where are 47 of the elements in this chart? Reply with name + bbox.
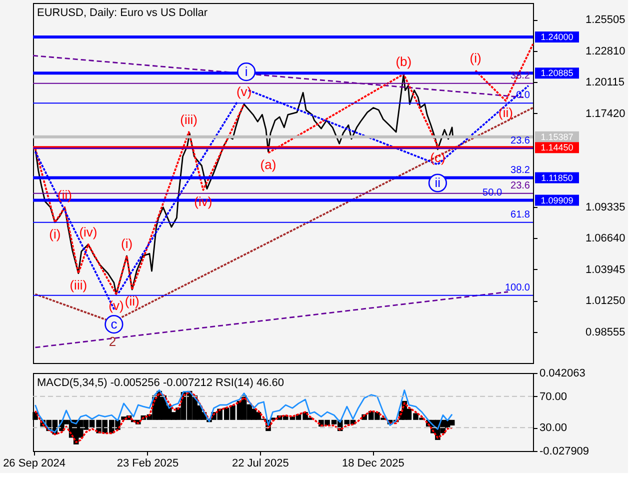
annotation: (v) [236,84,252,100]
y-tick-label: 0.98555 [586,326,626,338]
y-tick-label: 1.20115 [586,76,624,89]
x-tick-label: 22 Jul 2025 [232,458,289,470]
annotation: (iii) [180,112,198,128]
x-tick-label: 18 Dec 2025 [342,458,404,470]
annotation: 61.8 [510,209,530,220]
annotation: (iv) [194,194,212,209]
y-tick-label: 1.06640 [586,232,626,245]
y-tick-label: -0.027909 [540,446,590,458]
ref-line-label: 1.24000 [540,32,574,42]
annotation: (i) [121,236,133,251]
y2-tick-label: 30.00 [540,422,568,434]
annotation: 100.0 [504,282,530,294]
annotation: ii [434,175,441,190]
chart-title: EURUSD, Daily: Euro vs US Dollar [37,7,208,19]
ref-line-label: 1.11850 [541,172,573,183]
y-tick-label: 1.17420 [586,108,626,120]
annotation: 38.2 [510,164,530,176]
annotation: (i) [470,50,482,66]
annotation: (iii) [70,277,88,292]
x-tick-label: 23 Feb 2025 [116,458,179,470]
annotation: 23.6 [510,135,530,146]
annotation: 23.6 [510,180,530,192]
annotation: (i) [49,226,61,242]
annotation: c [110,316,118,332]
y-tick-label: 0.042063 [540,368,586,380]
annotation: (iv) [79,224,98,240]
ref-line-label: 1.20885 [540,68,574,78]
chart-title: MACD(5,34,5) -0.005256 -0.007212 RSI(14) 46.60 [37,377,284,389]
annotation: (ii) [124,294,140,309]
y-tick-label: 1.09335 [586,201,626,214]
y-tick-label: 1.01250 [586,295,626,308]
annotation: (a) [260,156,276,172]
y-tick-label: 1.03945 [586,264,626,276]
annotation: (b) [396,54,412,70]
y-tick-label: 1.22810 [586,45,626,58]
annotation: (v) [108,298,124,314]
annotation: i [244,64,248,79]
annotation: (ii) [498,104,513,120]
x-tick-label: 26 Sep 2024 [3,458,66,470]
ref-line-label: 1.09909 [540,195,574,206]
annotation: 2 [108,334,116,349]
ref-line-label: 1.15387 [540,132,574,142]
y-tick-label: 1.25505 [586,14,626,26]
y2-tick-label: 70.00 [540,390,568,403]
ref-line-label: 1.14450 [540,142,574,153]
